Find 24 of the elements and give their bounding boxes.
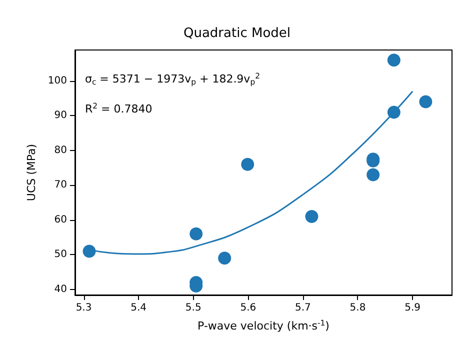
x-tick-label: 5.8 <box>350 302 366 314</box>
point <box>82 244 96 258</box>
x-tick-label: 5.3 <box>76 302 92 314</box>
point <box>190 227 203 240</box>
x-tick-label: 5.5 <box>185 302 202 314</box>
x-tick-label: 5.4 <box>130 302 147 314</box>
y-tick-label: 60 <box>54 214 67 226</box>
y-tick-label: 80 <box>54 144 67 156</box>
point <box>366 168 380 182</box>
y-tick-label: 90 <box>54 110 67 122</box>
chart-title: Quadratic Model <box>183 26 291 41</box>
point <box>387 54 400 67</box>
point <box>241 158 254 171</box>
y-tick-label: 40 <box>54 284 67 295</box>
y-axis-title: UCS (MPa) <box>25 144 38 202</box>
y-tick-label: 70 <box>54 180 67 191</box>
point <box>419 95 432 108</box>
y-tick-label: 100 <box>48 75 67 86</box>
x-tick-label: 5.6 <box>240 302 256 314</box>
point <box>218 252 232 265</box>
y-tick-label: 50 <box>54 249 67 260</box>
x-tick-label: 5.9 <box>404 302 420 314</box>
x-tick-label: 5.7 <box>295 302 311 314</box>
point <box>305 210 318 223</box>
